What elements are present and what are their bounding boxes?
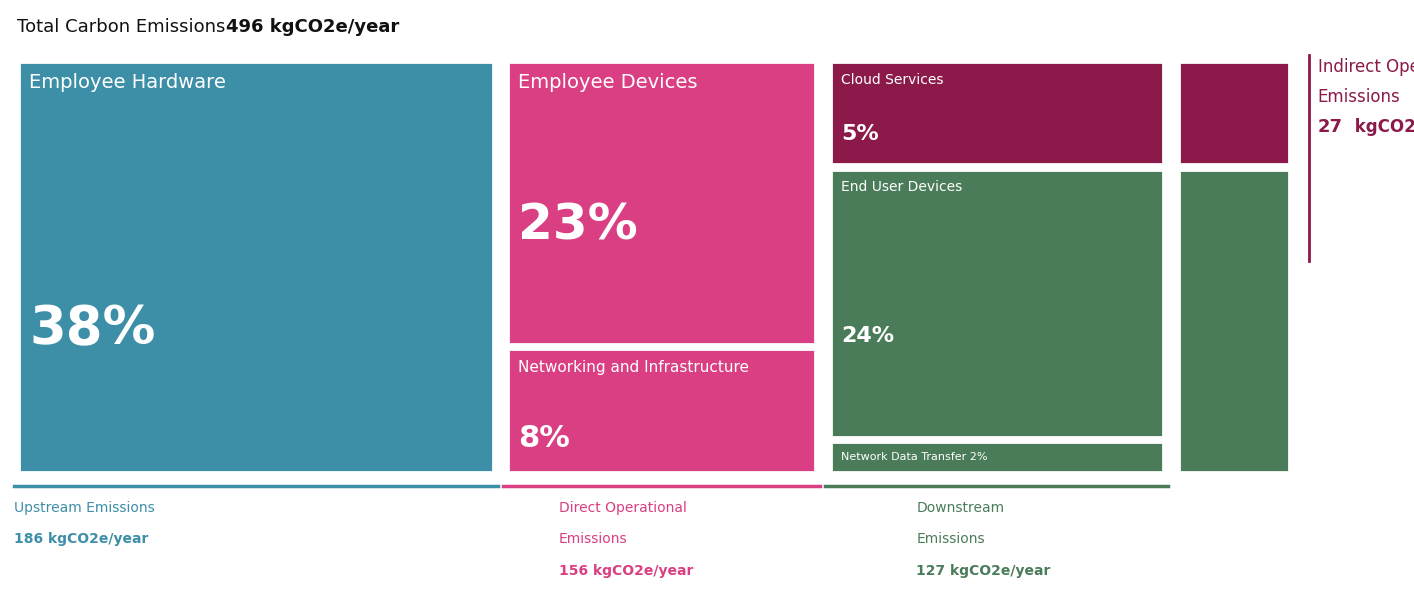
FancyBboxPatch shape xyxy=(830,63,1164,164)
Text: 5%: 5% xyxy=(841,124,878,144)
Text: Network Data Transfer 2%: Network Data Transfer 2% xyxy=(841,452,987,462)
Text: Upstream Emissions: Upstream Emissions xyxy=(14,501,156,515)
Text: 156 kgCO2e/year: 156 kgCO2e/year xyxy=(559,564,693,578)
Text: 27: 27 xyxy=(1318,118,1343,137)
Text: 127 kgCO2e/year: 127 kgCO2e/year xyxy=(916,564,1051,578)
Text: Indirect Operational: Indirect Operational xyxy=(1318,58,1414,76)
Text: 38%: 38% xyxy=(30,303,156,355)
FancyBboxPatch shape xyxy=(20,63,492,472)
Text: 24%: 24% xyxy=(841,325,894,345)
FancyBboxPatch shape xyxy=(830,442,1164,472)
Text: Total Carbon Emissions: Total Carbon Emissions xyxy=(17,18,230,36)
Text: Emissions: Emissions xyxy=(916,532,986,546)
Text: kgCO2e/year: kgCO2e/year xyxy=(1349,118,1414,137)
Text: Employee Devices: Employee Devices xyxy=(519,73,699,92)
Text: Emissions: Emissions xyxy=(1318,88,1401,106)
Text: Downstream: Downstream xyxy=(916,501,1004,515)
Text: Cloud Services: Cloud Services xyxy=(841,73,943,87)
FancyBboxPatch shape xyxy=(1179,63,1288,164)
Text: Direct Operational: Direct Operational xyxy=(559,501,686,515)
Text: Employee Hardware: Employee Hardware xyxy=(30,73,226,92)
FancyBboxPatch shape xyxy=(1179,170,1288,472)
Text: Emissions: Emissions xyxy=(559,532,628,546)
Text: 496 kgCO2e/year: 496 kgCO2e/year xyxy=(226,18,400,36)
FancyBboxPatch shape xyxy=(508,63,816,344)
Text: Networking and Infrastructure: Networking and Infrastructure xyxy=(519,360,749,375)
Text: 8%: 8% xyxy=(519,424,570,453)
FancyBboxPatch shape xyxy=(508,349,816,472)
Text: End User Devices: End User Devices xyxy=(841,180,962,194)
Text: 186 kgCO2e/year: 186 kgCO2e/year xyxy=(14,532,148,546)
Text: 23%: 23% xyxy=(519,202,638,250)
FancyBboxPatch shape xyxy=(830,170,1164,436)
